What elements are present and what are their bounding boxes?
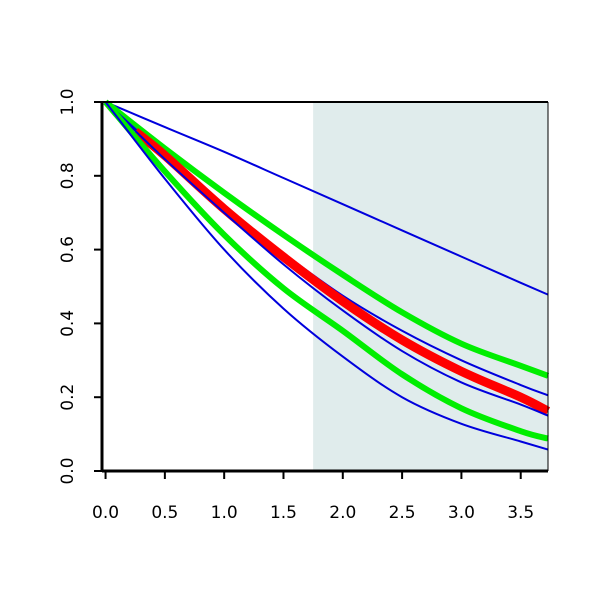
series-line-6 bbox=[103, 100, 549, 442]
y-tick-label: 0.4 bbox=[58, 310, 78, 337]
x-tick-label: 3.0 bbox=[448, 503, 475, 523]
series-line-4 bbox=[132, 128, 551, 416]
x-tick-label: 3.5 bbox=[507, 503, 534, 523]
x-tick-label: 0.5 bbox=[151, 503, 178, 523]
y-tick-label: 0.8 bbox=[58, 162, 78, 189]
series-line-7 bbox=[104, 101, 549, 451]
x-tick-label: 0.0 bbox=[92, 503, 119, 523]
series-line-1 bbox=[105, 101, 549, 296]
x-tick-label: 1.5 bbox=[270, 503, 297, 523]
x-tick-label: 1.0 bbox=[211, 503, 238, 523]
x-tick-label: 2.0 bbox=[329, 503, 356, 523]
y-tick-label: 0.2 bbox=[58, 384, 78, 411]
shaded-region bbox=[313, 102, 548, 471]
y-tick-label: 0.6 bbox=[58, 236, 78, 263]
y-tick-label: 1.0 bbox=[58, 88, 78, 115]
x-tick-label: 2.5 bbox=[389, 503, 416, 523]
series-line-5 bbox=[104, 101, 549, 417]
series-line-2 bbox=[103, 99, 550, 379]
y-tick-label: 0.0 bbox=[58, 457, 78, 484]
